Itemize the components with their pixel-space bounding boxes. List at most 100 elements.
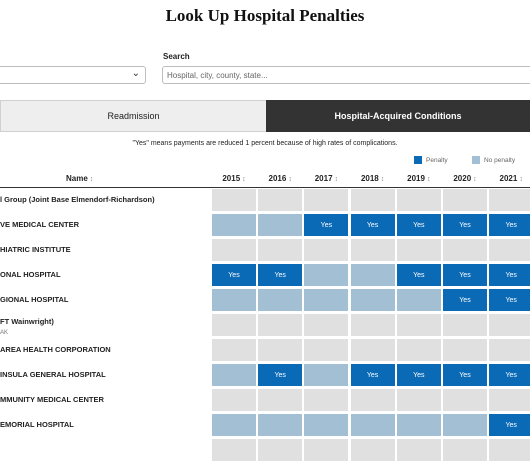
state-select[interactable]: ⌄ [0, 66, 146, 84]
penalty-cell-2021[interactable] [489, 439, 530, 461]
penalty-cell-2021[interactable]: Yes [489, 364, 530, 386]
penalty-cell-2018[interactable] [350, 439, 395, 461]
penalty-cell-2015[interactable] [212, 239, 256, 261]
tab-readmission[interactable]: Readmission [0, 100, 266, 132]
column-header-name[interactable]: Name ↕ [66, 174, 93, 183]
penalty-cell-2017[interactable] [304, 264, 349, 286]
search-input[interactable] [162, 66, 530, 84]
penalty-cell-2020[interactable] [443, 414, 487, 436]
penalty-cell-2016[interactable] [258, 239, 303, 261]
penalty-cell-2015[interactable] [212, 189, 256, 211]
penalty-cell-2018[interactable] [350, 339, 395, 361]
column-header-2020[interactable]: 2020 ↕ [443, 174, 487, 183]
hospital-name[interactable]: INSULA GENERAL HOSPITAL [0, 370, 106, 379]
hospital-name[interactable]: MMUNITY MEDICAL CENTER [0, 395, 104, 404]
penalty-cell-2020[interactable]: Yes [443, 264, 487, 286]
hospital-name[interactable]: FT Wainwright) [0, 317, 54, 326]
penalty-cell-2018[interactable] [350, 314, 395, 336]
penalty-cell-2017[interactable]: Yes [304, 214, 349, 236]
penalty-cell-2019[interactable] [396, 314, 441, 336]
penalty-cell-2018[interactable] [350, 289, 395, 311]
hospital-name[interactable]: GIONAL HOSPITAL [0, 295, 69, 304]
column-header-2021[interactable]: 2021 ↕ [489, 174, 530, 183]
penalty-cell-2019[interactable]: Yes [396, 214, 441, 236]
penalty-cell-2015[interactable] [212, 339, 256, 361]
hospital-name[interactable]: HIATRIC INSTITUTE [0, 245, 71, 254]
penalty-cell-2017[interactable] [304, 314, 349, 336]
penalty-cell-2016[interactable] [258, 339, 303, 361]
penalty-cell-2016[interactable] [258, 389, 303, 411]
penalty-cell-2017[interactable] [304, 289, 349, 311]
penalty-cell-2017[interactable] [304, 389, 349, 411]
penalty-cell-2015[interactable] [212, 389, 256, 411]
column-header-2016[interactable]: 2016 ↕ [258, 174, 302, 183]
penalty-cell-2018[interactable] [350, 414, 395, 436]
penalty-cell-2019[interactable] [396, 414, 441, 436]
penalty-cell-2015[interactable] [212, 364, 256, 386]
column-header-2017[interactable]: 2017 ↕ [304, 174, 348, 183]
penalty-cell-2020[interactable] [443, 389, 487, 411]
penalty-cell-2021[interactable]: Yes [489, 214, 530, 236]
penalty-cell-2016[interactable] [258, 214, 303, 236]
penalty-cell-2017[interactable] [304, 414, 349, 436]
penalty-cell-2015[interactable] [212, 214, 256, 236]
penalty-cell-2019[interactable]: Yes [396, 364, 441, 386]
penalty-cell-2020[interactable] [443, 239, 487, 261]
penalty-cell-2016[interactable] [258, 439, 303, 461]
penalty-cell-2019[interactable] [396, 389, 441, 411]
penalty-cell-2019[interactable]: Yes [396, 264, 441, 286]
penalty-cell-2016[interactable] [258, 189, 303, 211]
penalty-cell-2016[interactable]: Yes [258, 264, 303, 286]
penalty-cell-2021[interactable] [489, 189, 530, 211]
column-header-2015[interactable]: 2015 ↕ [212, 174, 256, 183]
penalty-cell-2016[interactable] [258, 314, 303, 336]
penalty-cell-2018[interactable]: Yes [350, 364, 395, 386]
penalty-cell-2021[interactable] [489, 314, 530, 336]
penalty-cell-2015[interactable]: Yes [212, 264, 256, 286]
penalty-cell-2020[interactable]: Yes [443, 214, 487, 236]
hospital-name[interactable]: ONAL HOSPITAL [0, 270, 61, 279]
penalty-cell-2020[interactable] [443, 439, 487, 461]
tab-hospital-acquired-conditions[interactable]: Hospital-Acquired Conditions [266, 100, 530, 132]
penalty-cell-2018[interactable] [350, 239, 395, 261]
penalty-cell-2018[interactable] [350, 389, 395, 411]
column-header-2019[interactable]: 2019 ↕ [397, 174, 441, 183]
penalty-cell-2018[interactable] [350, 264, 395, 286]
penalty-cell-2017[interactable] [304, 364, 349, 386]
column-header-2018[interactable]: 2018 ↕ [351, 174, 395, 183]
penalty-cell-2017[interactable] [304, 339, 349, 361]
penalty-cell-2020[interactable] [443, 314, 487, 336]
penalty-cell-2020[interactable] [443, 189, 487, 211]
penalty-cell-2015[interactable] [212, 439, 256, 461]
penalty-cell-2021[interactable] [489, 339, 530, 361]
penalty-cell-2018[interactable]: Yes [350, 214, 395, 236]
sort-icon: ↕ [242, 176, 246, 183]
penalty-cell-2019[interactable] [396, 289, 441, 311]
penalty-cell-2015[interactable] [212, 289, 256, 311]
penalty-cell-2016[interactable] [258, 289, 303, 311]
penalty-cell-2018[interactable] [350, 189, 395, 211]
penalty-cell-2015[interactable] [212, 414, 256, 436]
penalty-cell-2019[interactable] [396, 239, 441, 261]
hospital-name[interactable]: l Group (Joint Base Elmendorf-Richardson… [0, 195, 155, 204]
penalty-cell-2019[interactable] [396, 439, 441, 461]
hospital-name[interactable]: EMORIAL HOSPITAL [0, 420, 74, 429]
penalty-cell-2020[interactable]: Yes [443, 289, 487, 311]
penalty-cell-2019[interactable] [396, 189, 441, 211]
penalty-cell-2017[interactable] [304, 439, 349, 461]
penalty-cell-2020[interactable]: Yes [443, 364, 487, 386]
penalty-cell-2016[interactable] [258, 414, 303, 436]
penalty-cell-2021[interactable]: Yes [489, 414, 530, 436]
penalty-cell-2021[interactable]: Yes [489, 289, 530, 311]
penalty-cell-2017[interactable] [304, 239, 349, 261]
penalty-cell-2021[interactable] [489, 239, 530, 261]
penalty-cell-2020[interactable] [443, 339, 487, 361]
penalty-cell-2021[interactable] [489, 389, 530, 411]
penalty-cell-2021[interactable]: Yes [489, 264, 530, 286]
penalty-cell-2016[interactable]: Yes [258, 364, 303, 386]
penalty-cell-2019[interactable] [396, 339, 441, 361]
hospital-name[interactable]: AREA HEALTH CORPORATION [0, 345, 111, 354]
penalty-cell-2017[interactable] [304, 189, 349, 211]
hospital-name[interactable]: VE MEDICAL CENTER [0, 220, 80, 229]
penalty-cell-2015[interactable] [212, 314, 256, 336]
